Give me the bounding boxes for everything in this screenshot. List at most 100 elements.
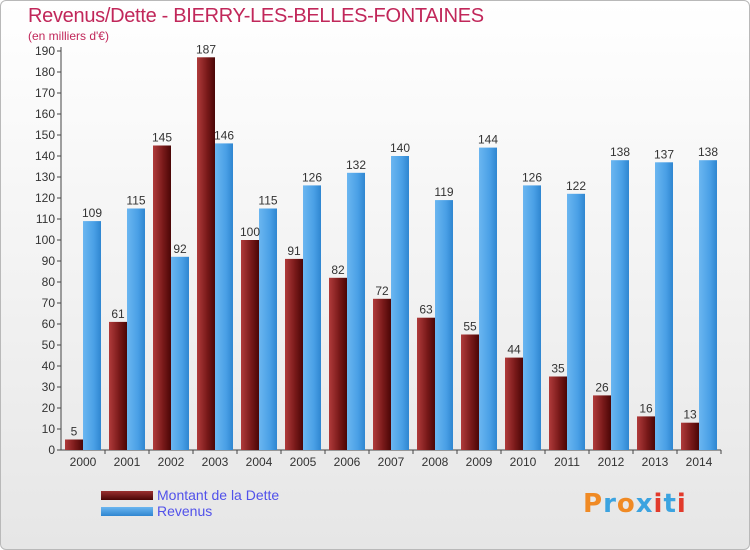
x-tick-label: 2007	[378, 455, 405, 469]
revenue-value-label: 126	[522, 170, 542, 184]
debt-bar	[461, 334, 479, 450]
debt-value-label: 82	[331, 263, 345, 277]
logo-letter: i	[676, 489, 687, 519]
x-tick-label: 2002	[158, 455, 185, 469]
y-tick-label: 180	[35, 65, 55, 79]
debt-value-label: 63	[419, 303, 433, 317]
revenue-bar	[83, 221, 101, 450]
x-tick-label: 2000	[70, 455, 97, 469]
debt-bar	[241, 240, 259, 450]
revenue-bar	[699, 160, 717, 450]
logo-letter: r	[603, 489, 617, 519]
x-tick-label: 2008	[422, 455, 449, 469]
debt-value-label: 55	[463, 320, 477, 334]
debt-value-label: 26	[595, 380, 609, 394]
proxiti-logo: Proxiti	[583, 489, 687, 519]
x-tick-label: 2009	[466, 455, 493, 469]
y-tick-label: 70	[42, 296, 56, 310]
revenue-value-label: 137	[654, 147, 674, 161]
debt-bar	[505, 357, 523, 450]
revenue-value-label: 140	[390, 141, 410, 155]
revenue-bar	[479, 147, 497, 450]
revenue-bar	[127, 208, 145, 450]
revenue-bar	[655, 162, 673, 451]
debt-bar	[153, 145, 171, 450]
debt-bar	[417, 317, 435, 450]
y-tick-label: 10	[42, 422, 56, 436]
logo-letter: i	[653, 489, 664, 519]
chart-subtitle: (en milliers d'€)	[28, 29, 109, 43]
x-tick-label: 2012	[598, 455, 625, 469]
x-tick-label: 2006	[334, 455, 361, 469]
revenue-bar	[391, 156, 409, 450]
y-tick-label: 170	[35, 86, 55, 100]
y-tick-label: 140	[35, 149, 55, 163]
debt-bar	[637, 416, 655, 450]
revenue-bar	[523, 185, 541, 450]
y-tick-label: 160	[35, 107, 55, 121]
debt-value-label: 72	[375, 284, 389, 298]
y-tick-label: 100	[35, 233, 55, 247]
y-tick-label: 30	[42, 380, 56, 394]
revenue-value-label: 119	[434, 185, 453, 199]
revenue-value-label: 92	[173, 242, 187, 256]
logo-letter: x	[635, 489, 654, 519]
debt-value-label: 35	[551, 362, 565, 376]
logo-letter: t	[663, 489, 677, 519]
debt-value-label: 187	[196, 42, 216, 56]
legend-label-revenue: Revenus	[157, 503, 213, 519]
revenue-bar	[171, 256, 189, 450]
debt-value-label: 44	[507, 343, 521, 357]
debt-value-label: 13	[683, 408, 697, 422]
debt-bar	[549, 376, 567, 450]
debt-bar	[373, 298, 391, 450]
debt-value-label: 145	[152, 131, 172, 145]
data-labels: 5 109 61 115 145 92 187 146 100 115 91 126 82 132 72 14…	[71, 42, 719, 438]
debt-value-label: 16	[639, 401, 653, 415]
legend-swatch-revenue	[101, 507, 153, 516]
legend-swatch-debt	[101, 491, 153, 500]
bars	[65, 57, 717, 451]
revenue-bar	[347, 172, 365, 451]
y-tick-label: 110	[36, 212, 55, 226]
debt-bar	[109, 321, 127, 450]
revenue-bar	[435, 200, 453, 450]
y-tick-label: 50	[42, 338, 56, 352]
revenue-bar	[215, 143, 233, 450]
debt-value-label: 100	[240, 225, 260, 239]
x-tick-label: 2005	[290, 455, 317, 469]
y-tick-label: 120	[35, 191, 55, 205]
revenue-value-label: 146	[214, 128, 234, 142]
debt-bar	[65, 439, 83, 450]
debt-bar	[285, 258, 303, 450]
y-tick-label: 90	[42, 254, 56, 268]
y-tick-label: 130	[35, 170, 55, 184]
debt-bar	[197, 57, 215, 451]
y-tick-label: 80	[42, 275, 56, 289]
revenue-value-label: 132	[346, 158, 366, 172]
logo-letter: o	[616, 489, 636, 519]
debt-bar	[593, 395, 611, 450]
revenue-value-label: 138	[610, 145, 630, 159]
revenue-value-label: 122	[566, 179, 586, 193]
debt-value-label: 5	[71, 425, 78, 439]
revenue-bar	[567, 193, 585, 451]
revenue-value-label: 144	[478, 133, 498, 147]
debt-value-label: 91	[287, 244, 301, 258]
y-tick-label: 190	[35, 44, 55, 58]
revenue-bar	[259, 208, 277, 450]
x-tick-label: 2004	[246, 455, 273, 469]
debt-value-label: 61	[111, 307, 125, 321]
revenue-value-label: 109	[82, 206, 102, 220]
debt-bar	[329, 277, 347, 450]
x-tick-label: 2003	[202, 455, 229, 469]
x-tick-label: 2011	[554, 455, 580, 469]
y-tick-label: 20	[42, 401, 56, 415]
revenue-value-label: 126	[302, 170, 322, 184]
y-tick-label: 60	[42, 317, 56, 331]
x-tick-label: 2001	[114, 455, 141, 469]
revenue-bar	[303, 185, 321, 450]
x-tick-label: 2013	[642, 455, 669, 469]
